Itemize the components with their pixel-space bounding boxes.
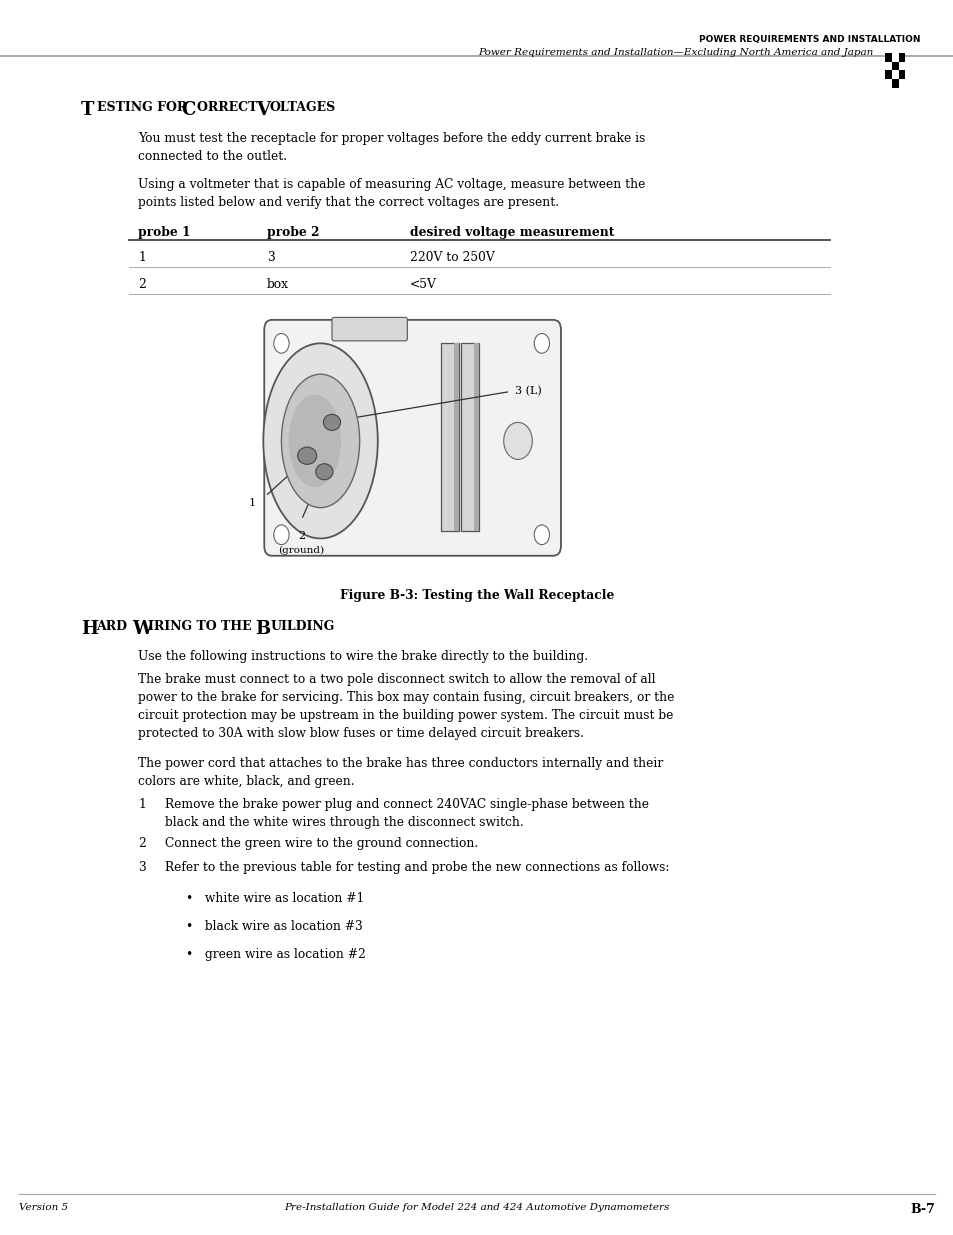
Text: 1: 1 (138, 798, 146, 811)
Bar (898, 53, 904, 62)
Bar (891, 53, 898, 62)
Bar (891, 79, 898, 88)
Text: T: T (81, 101, 94, 120)
Text: •   white wire as location #1: • white wire as location #1 (186, 892, 364, 905)
Bar (891, 70, 898, 79)
Text: 2: 2 (138, 837, 146, 851)
Text: Pre-Installation Guide for Model 224 and 424 Automotive Dynamometers: Pre-Installation Guide for Model 224 and… (284, 1203, 669, 1212)
Text: 3: 3 (267, 251, 274, 264)
Text: •   black wire as location #3: • black wire as location #3 (186, 920, 362, 934)
Text: Version 5: Version 5 (19, 1203, 68, 1212)
Text: box: box (267, 278, 289, 291)
Text: POWER REQUIREMENTS AND INSTALLATION: POWER REQUIREMENTS AND INSTALLATION (699, 35, 920, 43)
Bar (474, 343, 478, 531)
Text: 1: 1 (138, 251, 146, 264)
Text: 2: 2 (297, 531, 305, 541)
Text: Connect the green wire to the ground connection.: Connect the green wire to the ground con… (165, 837, 477, 851)
Text: Refer to the previous table for testing and probe the new connections as follows: Refer to the previous table for testing … (165, 861, 669, 874)
Text: UILDING: UILDING (271, 620, 335, 634)
Ellipse shape (263, 343, 377, 538)
Circle shape (503, 422, 532, 459)
Bar (891, 62, 898, 70)
Text: Power Requirements and Installation—Excluding North America and Japan: Power Requirements and Installation—Excl… (477, 48, 872, 57)
Ellipse shape (323, 415, 340, 431)
Text: 1: 1 (249, 498, 255, 508)
Text: <5V: <5V (410, 278, 436, 291)
Text: The brake must connect to a two pole disconnect switch to allow the removal of a: The brake must connect to a two pole dis… (138, 673, 674, 740)
Text: 2: 2 (138, 278, 146, 291)
Text: 220V to 250V: 220V to 250V (410, 251, 495, 264)
Text: H: H (81, 620, 98, 638)
Text: ORRECT: ORRECT (197, 101, 262, 115)
Bar (898, 70, 904, 79)
Text: Figure B-3: Testing the Wall Receptacle: Figure B-3: Testing the Wall Receptacle (339, 589, 614, 603)
Text: Use the following instructions to wire the brake directly to the building.: Use the following instructions to wire t… (138, 650, 588, 663)
Ellipse shape (281, 374, 359, 508)
Text: Remove the brake power plug and connect 240VAC single-phase between the
black an: Remove the brake power plug and connect … (165, 798, 648, 829)
Ellipse shape (315, 463, 333, 480)
Text: IRING TO THE: IRING TO THE (148, 620, 255, 634)
Text: B-7: B-7 (909, 1203, 934, 1216)
FancyBboxPatch shape (332, 317, 407, 341)
Text: W: W (132, 620, 152, 638)
Bar (898, 79, 904, 88)
Ellipse shape (288, 395, 341, 487)
Text: •   green wire as location #2: • green wire as location #2 (186, 948, 366, 962)
Text: probe 2: probe 2 (267, 226, 319, 240)
Text: 3 (L): 3 (L) (515, 387, 541, 396)
Bar (884, 70, 891, 79)
FancyBboxPatch shape (264, 320, 560, 556)
Text: ESTING FOR: ESTING FOR (97, 101, 192, 115)
Ellipse shape (297, 447, 316, 464)
Circle shape (274, 333, 289, 353)
Text: You must test the receptacle for proper voltages before the eddy current brake i: You must test the receptacle for proper … (138, 132, 645, 163)
Bar (454, 343, 458, 531)
Bar (884, 79, 891, 88)
Circle shape (274, 525, 289, 545)
Text: desired voltage measurement: desired voltage measurement (410, 226, 614, 240)
Text: OLTAGES: OLTAGES (270, 101, 335, 115)
Bar (460, 343, 478, 531)
Text: B: B (255, 620, 271, 638)
Text: probe 1: probe 1 (138, 226, 191, 240)
Text: Using a voltmeter that is capable of measuring AC voltage, measure between the
p: Using a voltmeter that is capable of mea… (138, 178, 645, 209)
Circle shape (534, 525, 549, 545)
Text: The power cord that attaches to the brake has three conductors internally and th: The power cord that attaches to the brak… (138, 757, 663, 788)
Text: C: C (181, 101, 195, 120)
Bar (884, 62, 891, 70)
Text: 3: 3 (138, 861, 146, 874)
Bar (440, 343, 458, 531)
Text: V: V (255, 101, 270, 120)
Circle shape (534, 333, 549, 353)
Text: (ground): (ground) (278, 546, 324, 555)
Bar (884, 53, 891, 62)
Bar (898, 62, 904, 70)
Text: ARD: ARD (96, 620, 132, 634)
